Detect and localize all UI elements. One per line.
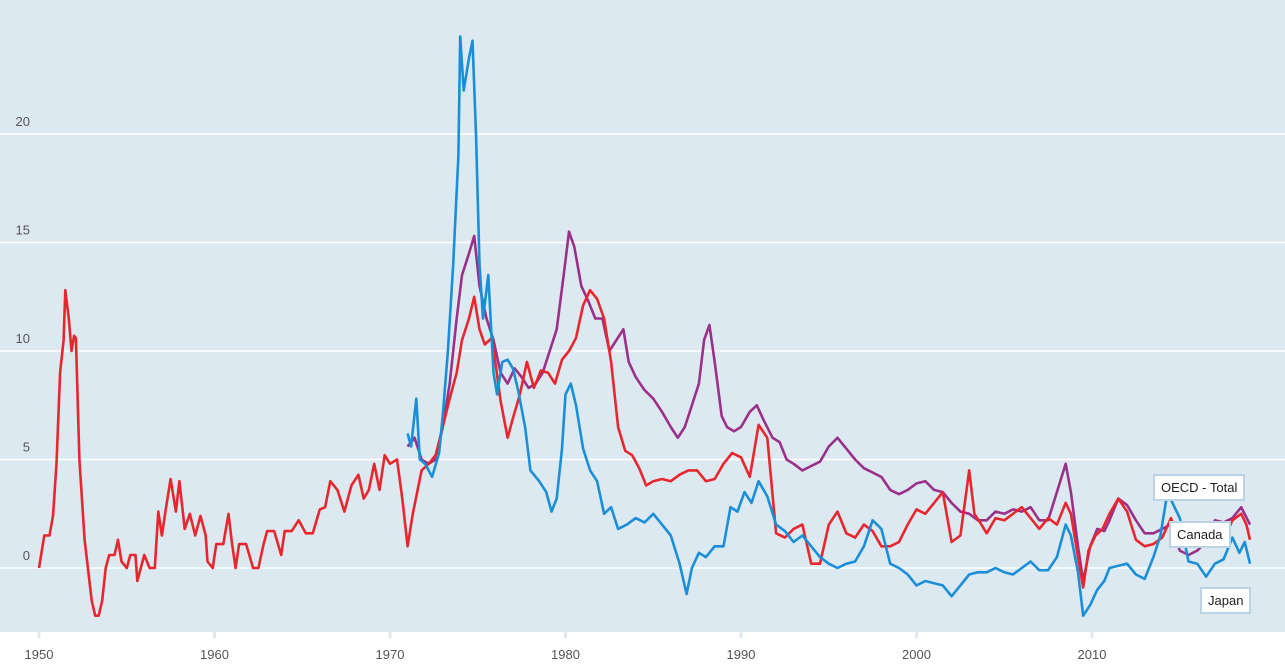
x-tick-label: 2000	[902, 647, 931, 662]
x-tick-label: 1960	[200, 647, 229, 662]
x-tick-label: 2010	[1078, 647, 1107, 662]
series-lines	[37, 35, 1252, 617]
x-tick-label: 1990	[727, 647, 756, 662]
y-tick-label: 0	[23, 548, 30, 563]
y-axis: 0 5 10 15 20	[16, 114, 30, 563]
label-japan: Japan	[1200, 587, 1252, 614]
gridlines	[0, 133, 1285, 569]
x-axis: 1950 1960 1970 1980 1990 2000 2010	[25, 632, 1107, 662]
y-tick-label: 10	[16, 331, 30, 346]
label-canada: Canada	[1169, 521, 1231, 548]
label-oecd-total: OECD - Total	[1153, 474, 1246, 501]
plot-background	[0, 0, 1285, 632]
series-line-japan	[406, 35, 1252, 617]
series-line-canada	[37, 288, 1252, 617]
y-tick-label: 15	[16, 223, 30, 238]
y-tick-label: 5	[23, 440, 30, 455]
x-tick-label: 1980	[551, 647, 580, 662]
y-tick-label: 20	[16, 114, 30, 129]
x-tick-label: 1970	[376, 647, 405, 662]
x-tick-label: 1950	[25, 647, 54, 662]
